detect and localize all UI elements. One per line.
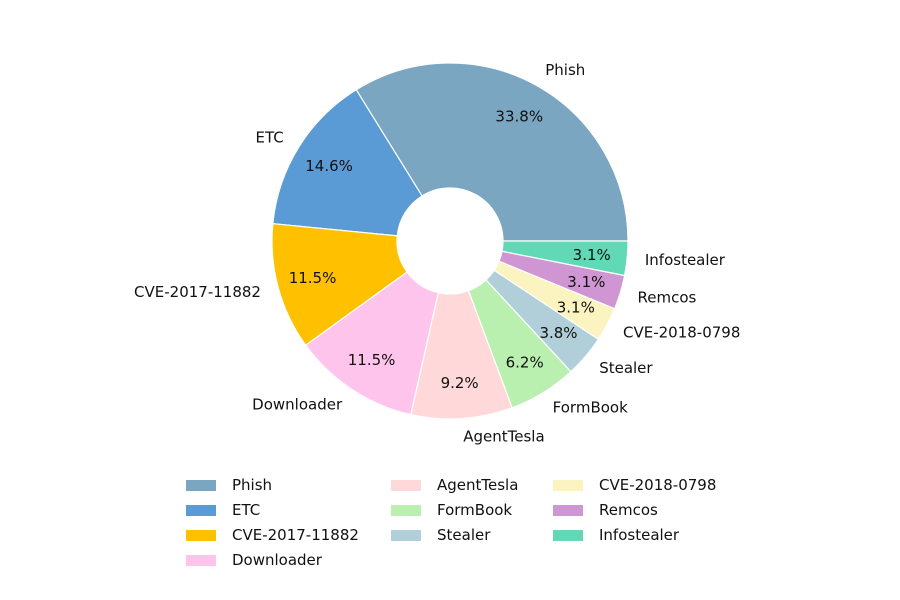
- slice-label-formbook: FormBook: [553, 399, 628, 417]
- percent-label-downloader: 11.5%: [348, 351, 396, 369]
- slice-label-stealer: Stealer: [599, 359, 653, 377]
- slice-etc: [272, 88, 423, 237]
- slice-label-agenttesla: AgentTesla: [463, 427, 544, 445]
- legend-swatch-formbook: [391, 505, 421, 516]
- slice-label-downloader: Downloader: [252, 395, 343, 413]
- legend-swatch-etc: [186, 505, 216, 516]
- percent-label-phish: 33.8%: [495, 108, 543, 126]
- legend-label-infostealer: Infostealer: [599, 526, 680, 544]
- slice-label-remcos: Remcos: [637, 288, 696, 306]
- slices-group: [271, 62, 629, 420]
- percent-labels-group: 33.8% 14.6% 11.5% 11.5% 9.2% 6.2% 3.8% 3.1% 3.1%…: [289, 108, 611, 393]
- percent-label-agenttesla: 9.2%: [441, 374, 479, 392]
- legend-swatch-phish: [186, 480, 216, 491]
- slice-labels-group: Phish ETC CVE-2017-11882 Downloader AgentTes…: [134, 61, 740, 445]
- legend: Phish ETC CVE-2017-11882 Downloader AgentTes…: [186, 476, 716, 569]
- percent-label-etc: 14.6%: [305, 157, 353, 175]
- percent-label-cve-2018-0798: 3.1%: [557, 299, 595, 317]
- legend-swatch-cve-2018-0798: [553, 480, 583, 491]
- percent-label-formbook: 6.2%: [506, 353, 544, 371]
- slice-label-phish: Phish: [545, 61, 585, 79]
- legend-label-cve-2018-0798: CVE-2018-0798: [599, 476, 716, 494]
- legend-label-agenttesla: AgentTesla: [437, 476, 518, 494]
- percent-label-cve-2017-11882: 11.5%: [289, 269, 337, 287]
- legend-swatch-remcos: [553, 505, 583, 516]
- percent-label-stealer: 3.8%: [539, 324, 577, 342]
- slice-label-cve-2018-0798: CVE-2018-0798: [623, 324, 740, 342]
- slice-phish: [355, 62, 629, 242]
- legend-label-etc: ETC: [232, 501, 260, 519]
- legend-swatch-downloader: [186, 555, 216, 566]
- slice-label-etc: ETC: [256, 129, 284, 147]
- slice-infostealer: [501, 240, 629, 277]
- slice-label-infostealer: Infostealer: [645, 251, 726, 269]
- percent-label-remcos: 3.1%: [567, 273, 605, 291]
- legend-label-stealer: Stealer: [437, 526, 491, 544]
- legend-swatch-cve-2017-11882: [186, 530, 216, 541]
- legend-label-phish: Phish: [232, 476, 272, 494]
- slice-label-cve-2017-11882: CVE-2017-11882: [134, 283, 261, 301]
- legend-label-cve-2017-11882: CVE-2017-11882: [232, 526, 359, 544]
- legend-label-formbook: FormBook: [437, 501, 512, 519]
- legend-swatch-agenttesla: [391, 480, 421, 491]
- legend-label-downloader: Downloader: [232, 551, 323, 569]
- legend-swatch-infostealer: [553, 530, 583, 541]
- legend-swatch-stealer: [391, 530, 421, 541]
- percent-label-infostealer: 3.1%: [573, 246, 611, 264]
- legend-label-remcos: Remcos: [599, 501, 658, 519]
- slice-downloader: [304, 271, 440, 416]
- slice-cve-2017-11882: [271, 223, 408, 347]
